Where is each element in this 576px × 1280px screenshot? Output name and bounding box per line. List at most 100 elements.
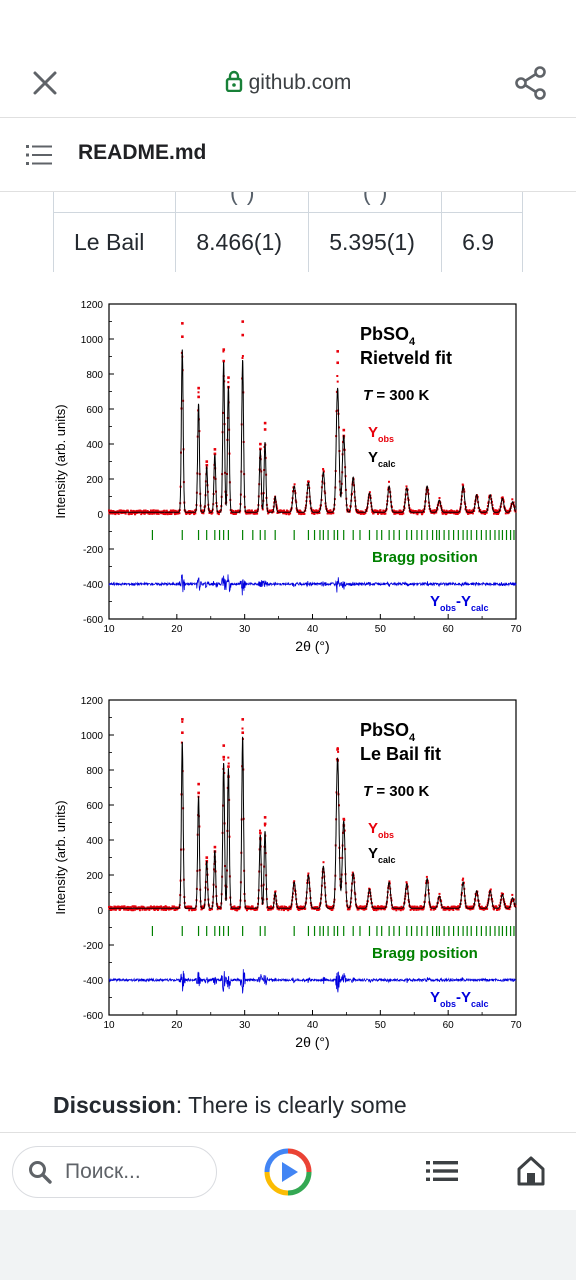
x-tick-label: 50 (375, 1020, 387, 1031)
x-tick-label: 20 (171, 624, 183, 635)
table-cell-b: 5.395(1) (309, 213, 442, 273)
temperature-value: = 300 K (372, 387, 429, 404)
y-tick-label: 1200 (81, 300, 104, 311)
table-cell: (°) (309, 192, 442, 213)
yobs-peak-point (264, 422, 267, 425)
yobs-peak-point (197, 387, 200, 390)
difference-legend-part: Y (430, 989, 440, 1006)
yobs-point (227, 757, 229, 759)
yobs-peak-point (336, 361, 339, 364)
y-tick-label: -200 (83, 941, 103, 952)
yobs-peak-point (197, 396, 200, 399)
reader-header: README.md (0, 118, 576, 192)
x-tick-label: 40 (307, 624, 319, 635)
yobs-point (462, 878, 464, 880)
yobs-legend: Yobs (368, 424, 394, 444)
fit-label: Rietveld fit (360, 348, 452, 368)
share-icon (512, 64, 550, 102)
lattice-table: (°) (°) Le Bail 8.466(1) 5.395(1) 6.9 (53, 192, 523, 272)
difference-legend-part: Y (430, 593, 440, 610)
yobs-point (139, 909, 141, 911)
yobs-legend-sub: obs (378, 830, 394, 840)
yobs-point (108, 510, 110, 512)
yobs-point (118, 513, 120, 515)
share-button[interactable] (512, 64, 550, 102)
discussion-text: : There is clearly some (176, 1092, 407, 1118)
yobs-point (256, 909, 258, 911)
table-cell: (°) (176, 192, 309, 213)
difference-legend-part: calc (471, 603, 489, 613)
list-icon[interactable] (26, 144, 52, 166)
y-axis-label: Intensity (arb. units) (53, 404, 68, 518)
readme-content: (°) (°) Le Bail 8.466(1) 5.395(1) 6.9 -6… (0, 192, 576, 1132)
yobs-peak-point (181, 731, 184, 734)
yobs-peak-point (264, 428, 267, 431)
yobs-point (337, 381, 339, 383)
y-tick-label: 800 (86, 370, 103, 381)
y-tick-label: 400 (86, 440, 103, 451)
table-cell (442, 192, 523, 213)
y-axis-label: Intensity (arb. units) (53, 800, 68, 914)
ycalc-legend: Ycalc (368, 845, 396, 865)
plot-frame (109, 304, 516, 619)
x-tick-label: 50 (375, 624, 387, 635)
url-display[interactable]: github.com (0, 70, 576, 98)
yobs-peak-point (343, 818, 346, 821)
yobs-peak-point (241, 334, 244, 337)
search-input[interactable]: Поиск... (12, 1146, 217, 1198)
yobs-point (323, 861, 325, 863)
list-menu-icon (426, 1159, 458, 1183)
x-tick-label: 70 (510, 624, 522, 635)
yobs-point (259, 830, 261, 832)
yobs-point (303, 513, 305, 515)
lebail-figure: -600 -400 -200 0 200 400 600 800 1000 1200 10 20 30 4… (50, 688, 530, 1058)
x-axis-label: 2θ (°) (295, 638, 329, 654)
compound-label-main: PbSO (360, 324, 409, 344)
compound-label: PbSO4 (360, 324, 416, 348)
yobs-peak-point (241, 731, 244, 734)
difference-legend-part: -Y (456, 593, 471, 610)
y-tick-label: -200 (83, 545, 103, 556)
ycalc-legend: Ycalc (368, 449, 396, 469)
ycalc-line (109, 737, 516, 909)
x-tick-label: 30 (239, 624, 251, 635)
yobs-point (256, 513, 258, 515)
yobs-point (314, 513, 316, 515)
difference-legend: Yobs-Ycalc (430, 989, 489, 1009)
home-button[interactable] (516, 1155, 546, 1187)
y-tick-label: 1200 (81, 696, 104, 707)
google-play-button[interactable] (264, 1148, 312, 1196)
home-icon (516, 1155, 546, 1187)
yobs-point (493, 908, 495, 910)
x-tick-label: 10 (103, 624, 115, 635)
temperature-value: = 300 K (372, 783, 429, 800)
yobs-peak-point (181, 718, 184, 721)
yobs-point (242, 728, 244, 730)
yobs-point (242, 355, 244, 357)
ycalc-legend-main: Y (368, 449, 378, 466)
yobs-point (153, 509, 155, 511)
x-tick-label: 60 (443, 1020, 455, 1031)
yobs-point (426, 876, 428, 878)
yobs-point (337, 751, 339, 753)
search-placeholder: Поиск... (65, 1160, 141, 1184)
yobs-point (452, 909, 454, 911)
yobs-peak-point (264, 816, 267, 819)
yobs-point (402, 513, 404, 515)
discussion-paragraph: Discussion: There is clearly some (53, 1092, 407, 1119)
x-axis-label: 2θ (°) (295, 1034, 329, 1050)
difference-legend-part: obs (440, 603, 456, 613)
difference-legend: Yobs-Ycalc (430, 593, 489, 613)
yobs-point (329, 509, 331, 511)
lock-icon (225, 70, 243, 98)
y-tick-label: 1000 (81, 731, 104, 742)
yobs-point (458, 909, 460, 911)
discussion-label: Discussion (53, 1092, 176, 1118)
yobs-legend-sub: obs (378, 434, 394, 444)
yobs-point (148, 909, 150, 911)
yobs-point (218, 513, 220, 515)
x-tick-label: 30 (239, 1020, 251, 1031)
yobs-points (108, 718, 517, 911)
yobs-point (384, 513, 386, 515)
list-menu-button[interactable] (426, 1159, 458, 1183)
